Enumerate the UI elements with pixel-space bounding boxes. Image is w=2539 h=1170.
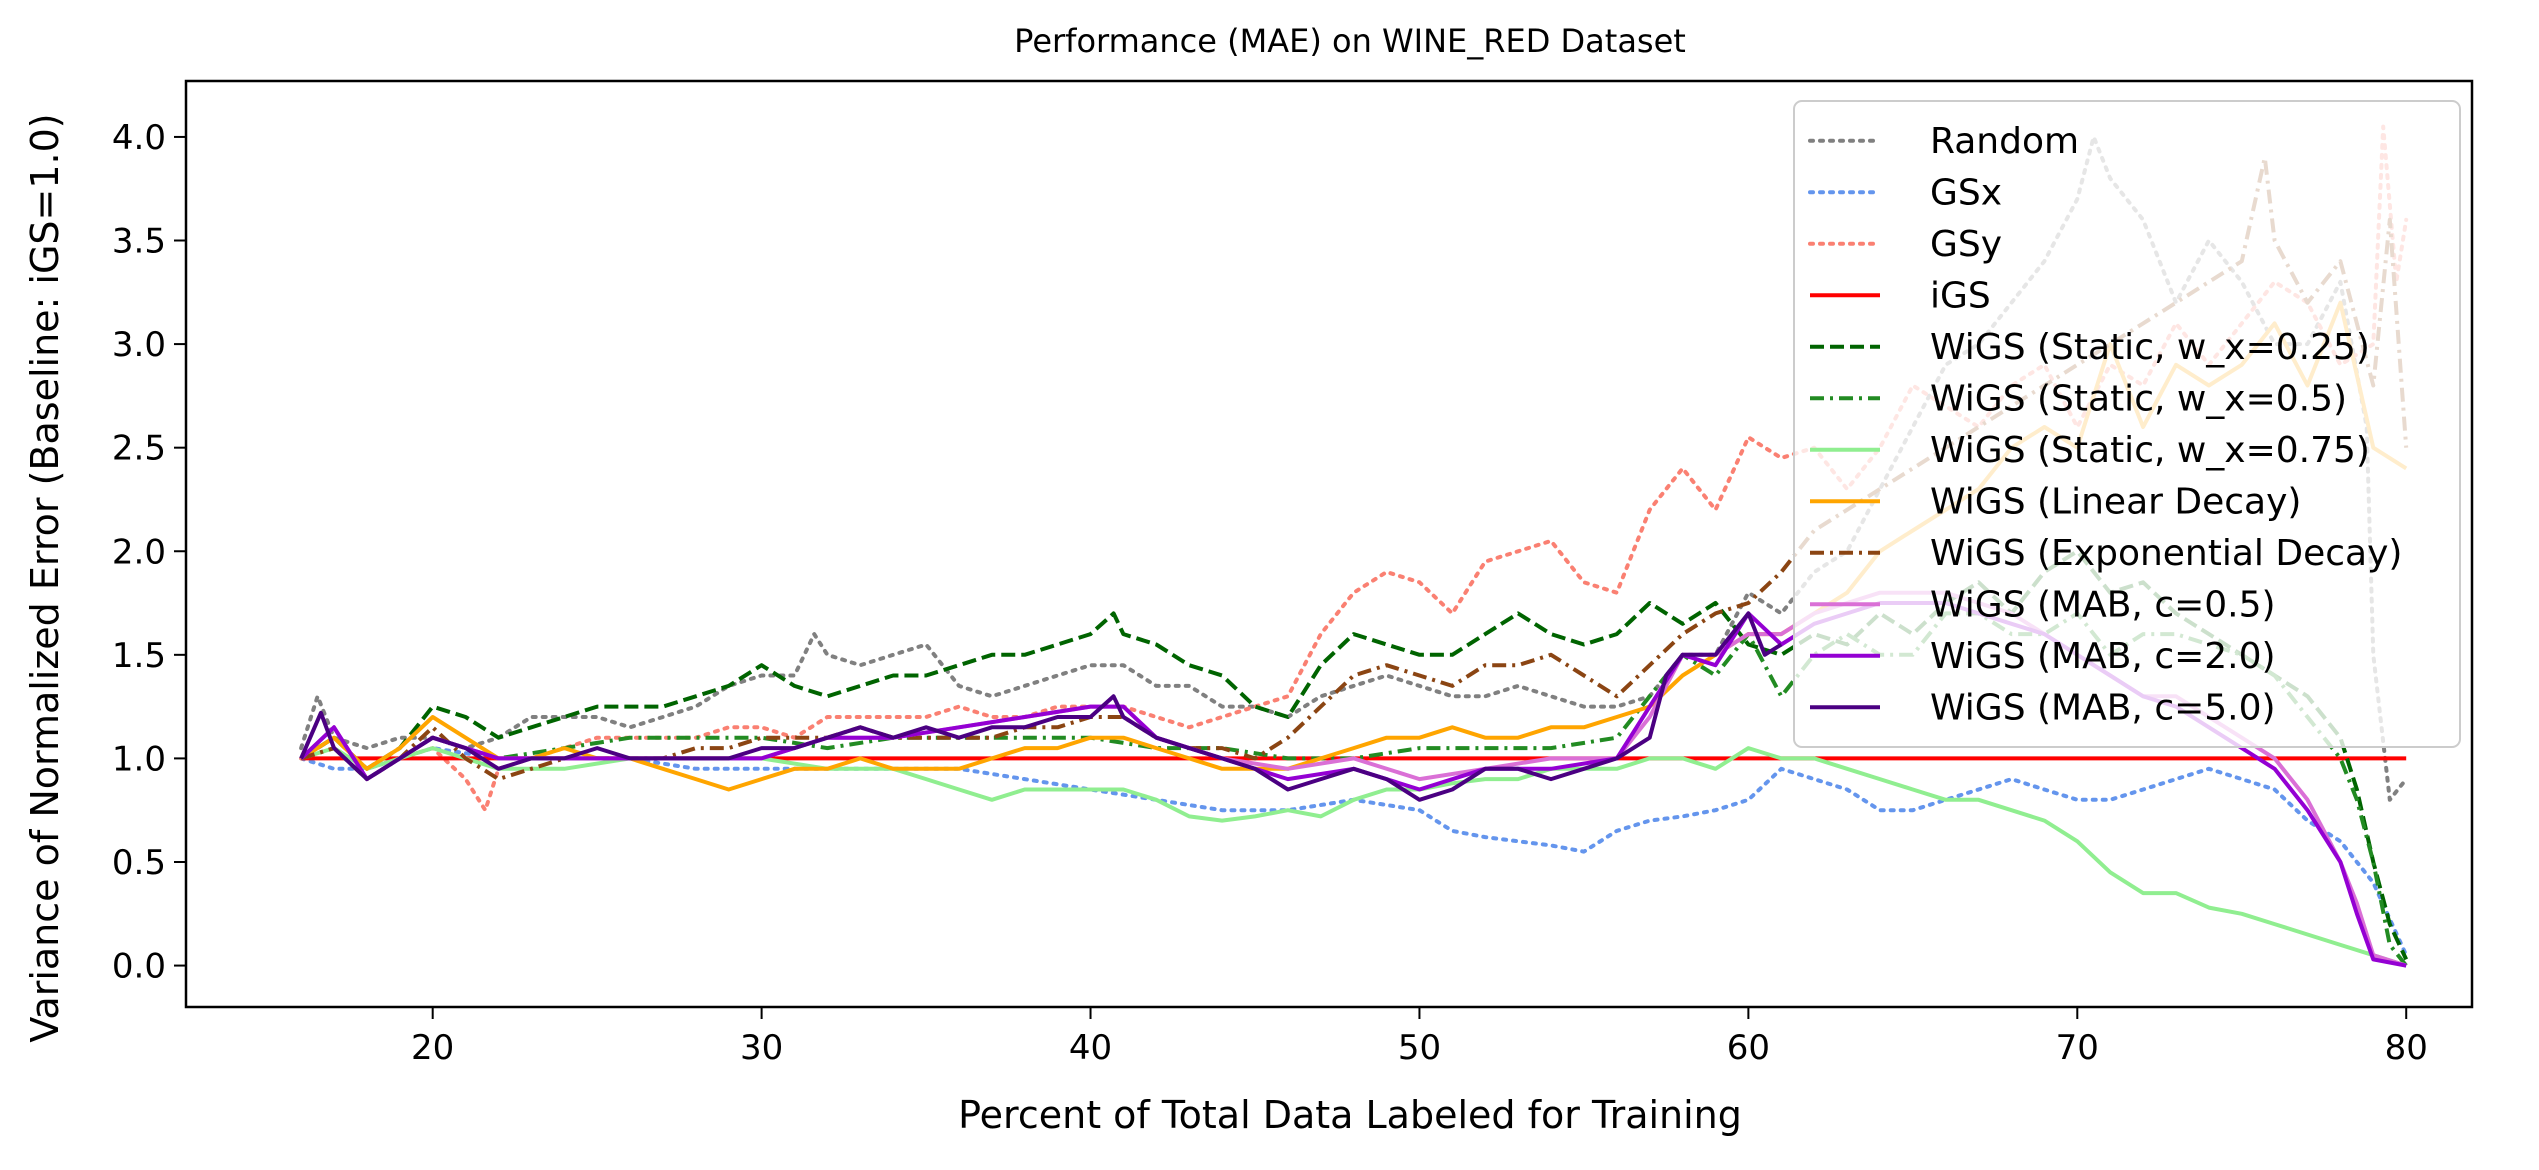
x-tick-label: 20	[411, 1028, 454, 1068]
series-line-2	[299, 746, 2409, 958]
y-tick-label: 2.5	[112, 429, 166, 469]
y-tick-label: 2.0	[112, 532, 166, 572]
legend-label: WiGS (Static, w_x=0.25)	[1930, 327, 2370, 368]
x-axis-label: Percent of Total Data Labeled for Traini…	[958, 1093, 1742, 1137]
legend: Random GSx GSy iGS WiGS (Static, w_x=0.25) Wi…	[1793, 100, 2461, 748]
legend-label: WiGS (MAB, c=0.5)	[1930, 584, 2276, 625]
y-tick-label: 0.5	[112, 843, 166, 883]
legend-label: Random	[1930, 121, 2079, 162]
y-axis-label: Variance of Normalized Error (Baseline: …	[23, 113, 67, 1042]
y-tick-label: 3.0	[112, 325, 166, 365]
series-line-12	[299, 611, 1783, 802]
y-tick-label: 1.0	[112, 739, 166, 779]
y-tick-label: 1.5	[112, 636, 166, 676]
legend-label: GSx	[1930, 172, 2002, 213]
y-tick-label: 3.5	[112, 222, 166, 262]
series-line-3	[299, 124, 2409, 813]
legend-label: WiGS (Linear Decay)	[1930, 481, 2301, 522]
x-tick-label: 70	[2056, 1028, 2099, 1068]
legend-label: GSy	[1930, 224, 2002, 265]
legend-label: iGS	[1930, 275, 1991, 316]
legend-label: WiGS (Exponential Decay)	[1930, 533, 2402, 574]
x-tick-label: 30	[740, 1028, 783, 1068]
x-tick-label: 60	[1727, 1028, 1770, 1068]
legend-label: WiGS (MAB, c=5.0)	[1930, 687, 2276, 728]
ticks-layer: 20 30 40 50 60 70 80 0.0 0.5 1.0 1.5 2.0 2.5 3.0 3.5 4.…	[112, 118, 2428, 1068]
y-tick-label: 4.0	[112, 118, 166, 158]
plot-frame	[184, 79, 2474, 1009]
x-tick-label: 50	[1398, 1028, 1441, 1068]
legend-label: WiGS (MAB, c=2.0)	[1930, 636, 2276, 677]
y-tick-label: 0.0	[112, 947, 166, 987]
chart-title: Performance (MAE) on WINE_RED Dataset	[1014, 22, 1686, 60]
x-tick-label: 80	[2385, 1028, 2428, 1068]
legend-label: WiGS (Static, w_x=0.75)	[1930, 430, 2370, 471]
legend-label: WiGS (Static, w_x=0.5)	[1930, 378, 2347, 419]
legend-box	[1793, 100, 2461, 748]
x-tick-label: 40	[1069, 1028, 1112, 1068]
